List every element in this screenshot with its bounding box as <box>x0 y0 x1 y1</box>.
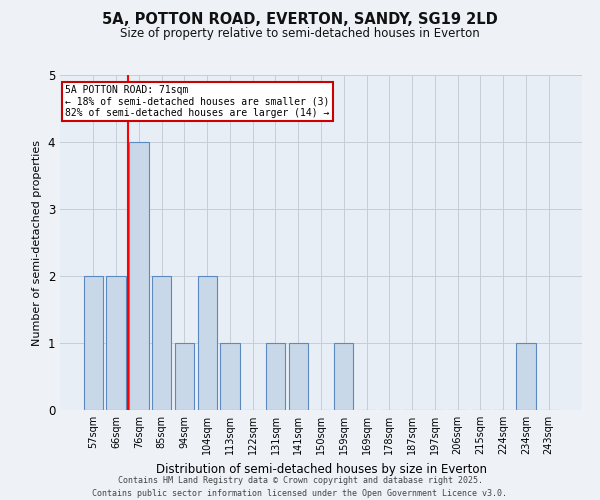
Bar <box>84 276 103 410</box>
Bar <box>516 343 536 410</box>
Text: 5A, POTTON ROAD, EVERTON, SANDY, SG19 2LD: 5A, POTTON ROAD, EVERTON, SANDY, SG19 2L… <box>102 12 498 28</box>
Text: Size of property relative to semi-detached houses in Everton: Size of property relative to semi-detach… <box>120 28 480 40</box>
Bar <box>266 343 285 410</box>
Bar <box>152 276 172 410</box>
Bar <box>334 343 353 410</box>
Bar <box>106 276 126 410</box>
Bar <box>129 142 149 410</box>
Bar <box>220 343 239 410</box>
Text: Contains HM Land Registry data © Crown copyright and database right 2025.
Contai: Contains HM Land Registry data © Crown c… <box>92 476 508 498</box>
Text: 5A POTTON ROAD: 71sqm
← 18% of semi-detached houses are smaller (3)
82% of semi-: 5A POTTON ROAD: 71sqm ← 18% of semi-deta… <box>65 85 329 118</box>
Bar <box>175 343 194 410</box>
Bar <box>289 343 308 410</box>
Bar <box>197 276 217 410</box>
Y-axis label: Number of semi-detached properties: Number of semi-detached properties <box>32 140 42 346</box>
X-axis label: Distribution of semi-detached houses by size in Everton: Distribution of semi-detached houses by … <box>155 462 487 475</box>
